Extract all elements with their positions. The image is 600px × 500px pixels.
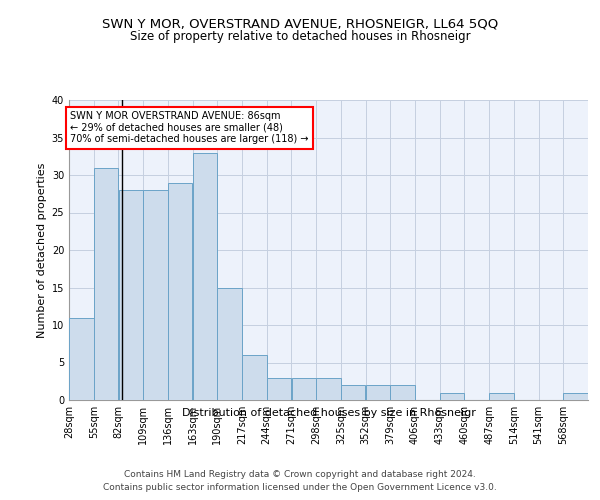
Bar (341, 385, 365, 400)
Text: SWN Y MOR, OVERSTRAND AVENUE, RHOSNEIGR, LL64 5QQ: SWN Y MOR, OVERSTRAND AVENUE, RHOSNEIGR,… (102, 18, 498, 30)
Bar (119, 190, 143, 400)
Text: Size of property relative to detached houses in Rhosneigr: Size of property relative to detached ho… (130, 30, 470, 43)
Bar (292, 378, 316, 400)
Bar (366, 385, 390, 400)
Bar (563, 392, 588, 400)
Bar (242, 355, 266, 400)
Text: Distribution of detached houses by size in Rhosneigr: Distribution of detached houses by size … (182, 408, 476, 418)
Bar (193, 152, 217, 400)
Bar (440, 392, 464, 400)
Text: SWN Y MOR OVERSTRAND AVENUE: 86sqm
← 29% of detached houses are smaller (48)
70%: SWN Y MOR OVERSTRAND AVENUE: 86sqm ← 29%… (70, 112, 308, 144)
Y-axis label: Number of detached properties: Number of detached properties (37, 162, 47, 338)
Bar (267, 378, 291, 400)
Text: Contains HM Land Registry data © Crown copyright and database right 2024.: Contains HM Land Registry data © Crown c… (124, 470, 476, 479)
Text: Contains public sector information licensed under the Open Government Licence v3: Contains public sector information licen… (103, 482, 497, 492)
Bar (168, 182, 193, 400)
Bar (69, 318, 94, 400)
Bar (217, 288, 242, 400)
Bar (391, 385, 415, 400)
Bar (489, 392, 514, 400)
Bar (316, 378, 341, 400)
Bar (143, 190, 168, 400)
Bar (94, 168, 118, 400)
